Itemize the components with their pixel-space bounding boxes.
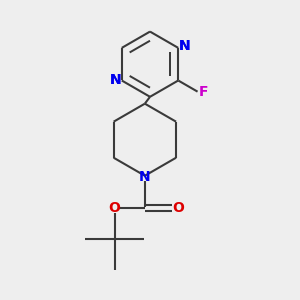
Text: N: N <box>110 74 122 88</box>
Text: N: N <box>178 39 190 53</box>
Text: N: N <box>110 74 122 88</box>
Text: O: O <box>108 201 120 215</box>
Text: F: F <box>199 85 208 99</box>
Text: N: N <box>139 170 151 184</box>
Text: O: O <box>172 201 184 215</box>
Text: N: N <box>178 39 190 53</box>
